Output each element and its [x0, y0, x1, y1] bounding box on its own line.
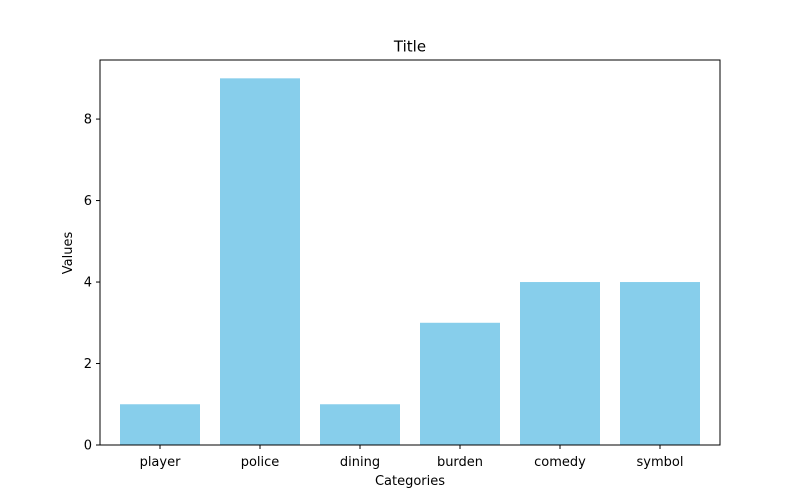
y-tick-label-0: 0	[84, 439, 92, 454]
y-axis-label: Values	[61, 232, 76, 275]
x-tick-label-burden: burden	[437, 455, 483, 470]
bar-comedy	[520, 282, 600, 445]
x-tick-label-dining: dining	[340, 455, 380, 470]
x-axis-label: Categories	[375, 474, 445, 489]
bar-player	[120, 404, 200, 445]
chart-title: Title	[393, 38, 426, 56]
bar-symbol	[620, 282, 700, 445]
x-tick-label-police: police	[241, 455, 280, 470]
x-tick-label-comedy: comedy	[534, 455, 586, 470]
bars-group	[120, 78, 700, 445]
bar-dining	[320, 404, 400, 445]
y-tick-label-4: 4	[84, 276, 92, 291]
y-tick-label-2: 2	[84, 357, 92, 372]
y-tick-label-6: 6	[84, 194, 92, 209]
x-tick-label-player: player	[140, 455, 182, 470]
plot-frame	[99, 59, 721, 446]
x-tick-label-symbol: symbol	[637, 455, 684, 470]
y-axis-ticks: 0 2 4 6 8	[84, 113, 100, 454]
bar-police	[220, 78, 300, 445]
y-tick-label-8: 8	[84, 113, 92, 128]
x-axis-ticks: player police dining burden comedy symbol	[140, 445, 684, 470]
bar-burden	[420, 322, 500, 445]
